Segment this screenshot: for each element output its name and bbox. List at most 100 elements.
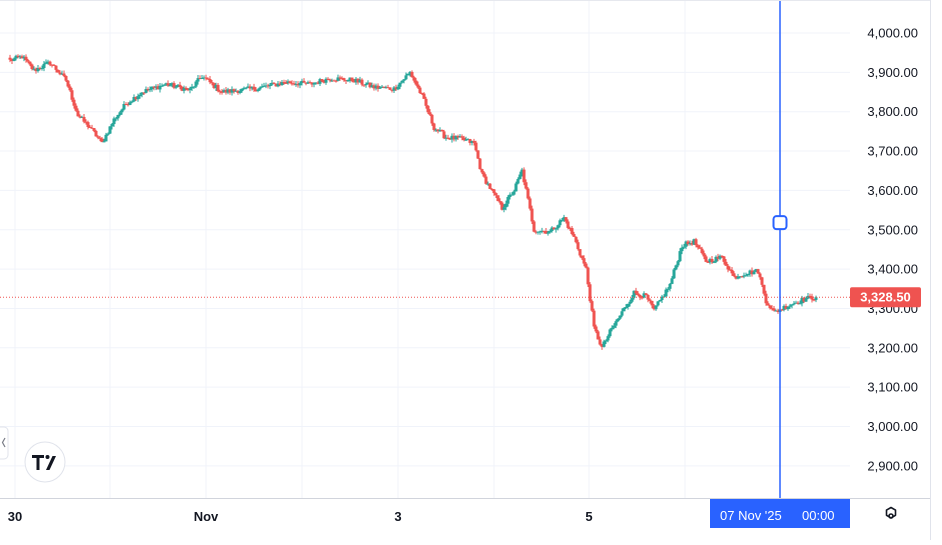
candle-body xyxy=(490,188,494,190)
candle xyxy=(262,82,266,88)
candle-body xyxy=(234,90,238,92)
candle xyxy=(34,67,38,74)
candle xyxy=(248,84,252,92)
candle xyxy=(694,237,698,248)
candle-body xyxy=(322,81,326,83)
crosshair-date-label xyxy=(710,499,850,528)
candle xyxy=(486,181,490,186)
candle xyxy=(98,135,102,142)
candle xyxy=(528,196,532,211)
candle xyxy=(414,77,418,86)
candle-body xyxy=(262,85,266,87)
candle-body xyxy=(156,86,160,90)
candle-body xyxy=(598,339,602,345)
tradingview-logo[interactable] xyxy=(24,441,66,483)
candle xyxy=(814,295,818,303)
candle-body xyxy=(134,97,138,100)
candle-body xyxy=(392,87,396,91)
candle xyxy=(372,83,376,91)
candle xyxy=(250,86,254,91)
candle-body xyxy=(272,82,276,84)
candle-body xyxy=(446,137,450,139)
candle xyxy=(108,126,112,135)
candle-body xyxy=(554,228,558,230)
candle-body xyxy=(638,294,642,298)
candle-body xyxy=(84,121,88,123)
candle-body xyxy=(424,98,428,106)
candle-body xyxy=(300,80,304,84)
candle xyxy=(150,86,154,92)
candle xyxy=(166,80,170,87)
candle xyxy=(596,329,600,340)
candle xyxy=(636,291,640,297)
candle-body xyxy=(190,86,194,89)
logo-dot xyxy=(45,455,50,459)
candle xyxy=(758,272,762,280)
candle xyxy=(366,80,370,85)
candle xyxy=(120,108,124,115)
candle-body xyxy=(154,86,158,88)
settings-gear-icon[interactable] xyxy=(885,506,897,519)
candle-body xyxy=(64,75,68,81)
candle xyxy=(256,88,260,93)
candle xyxy=(690,240,694,246)
candle-body xyxy=(698,247,702,249)
y-tick-label: 2,900.00 xyxy=(867,458,918,473)
candle-body xyxy=(166,83,170,86)
candle xyxy=(14,54,18,61)
candle-body xyxy=(274,83,278,87)
candle xyxy=(652,303,656,311)
y-tick-label: 3,100.00 xyxy=(867,380,918,395)
x-axis-labels[interactable]: 30 Nov 3 5 xyxy=(8,509,593,524)
candle-body xyxy=(520,169,524,175)
candle xyxy=(326,77,330,81)
candle-body xyxy=(584,263,588,268)
candle xyxy=(268,83,272,90)
candle xyxy=(8,54,12,63)
candle-body xyxy=(124,104,128,106)
candle xyxy=(16,54,20,59)
candle xyxy=(246,83,250,88)
candle-body xyxy=(752,271,756,275)
candle xyxy=(612,323,616,330)
collapse-tab[interactable] xyxy=(0,426,9,460)
candle xyxy=(646,294,650,303)
candle xyxy=(620,308,624,318)
candle xyxy=(168,82,172,87)
candle-body xyxy=(468,139,472,143)
candle-body xyxy=(118,112,122,115)
candle xyxy=(784,303,788,310)
candle xyxy=(156,83,160,90)
candle-body xyxy=(684,241,688,247)
candle xyxy=(534,230,538,235)
candle xyxy=(574,236,578,244)
y-axis-labels[interactable]: 2,900.003,000.003,100.003,200.003,300.00… xyxy=(867,26,918,474)
crosshair-handle[interactable] xyxy=(772,215,788,231)
candle-body xyxy=(620,311,624,316)
candle-body xyxy=(254,89,258,92)
candle-body xyxy=(702,253,706,257)
candle-body xyxy=(316,82,320,84)
candle xyxy=(610,325,614,332)
candle-body xyxy=(56,69,60,73)
candle xyxy=(310,82,314,88)
candle-body xyxy=(654,305,658,310)
candle-body xyxy=(706,261,710,263)
candle-body xyxy=(292,83,296,85)
candle xyxy=(308,80,312,84)
candle-body xyxy=(384,87,388,89)
candle-body xyxy=(542,230,546,232)
candle-body xyxy=(86,122,90,127)
candle xyxy=(696,244,700,250)
candle-body xyxy=(170,83,174,86)
candle-body xyxy=(460,136,464,138)
candle-body xyxy=(636,293,640,295)
candle xyxy=(640,295,644,300)
candle-body xyxy=(344,80,348,82)
candle-body xyxy=(46,61,50,63)
candle xyxy=(606,334,610,343)
candle-body xyxy=(540,230,544,232)
candle xyxy=(152,85,156,91)
